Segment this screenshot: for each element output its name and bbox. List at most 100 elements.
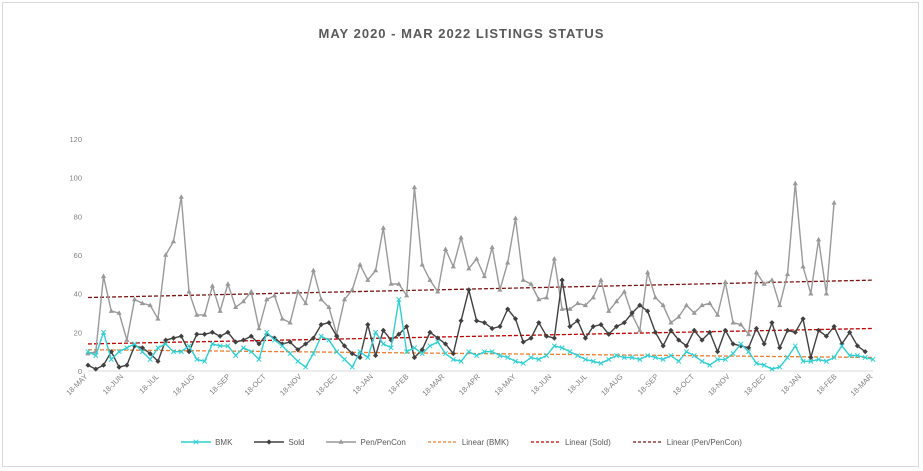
data-point-pen-pencon	[808, 290, 814, 296]
data-point-pen-pencon	[738, 321, 744, 327]
data-point-sold	[357, 354, 363, 361]
data-point-pen-pencon	[598, 277, 604, 282]
data-point-bmk	[139, 349, 145, 355]
data-point-pen-pencon	[582, 302, 589, 308]
series-line-pen-pencon	[87, 182, 835, 355]
x-tick-label: 18-MAY	[492, 372, 517, 397]
legend-label: Linear (BMK)	[461, 437, 509, 447]
data-point-sold	[792, 329, 798, 335]
data-point-pen-pencon	[621, 288, 627, 294]
legend-label: Pen/PenCon	[360, 437, 406, 447]
data-point-sold	[310, 335, 316, 341]
data-point-sold	[621, 320, 627, 326]
data-point-pen-pencon	[147, 302, 153, 308]
data-point-bmk	[792, 343, 798, 349]
data-point-sold	[528, 335, 534, 341]
legend-item: Pen/PenCon	[326, 437, 406, 447]
x-tick-label: 18-OCT	[671, 372, 697, 398]
data-point-sold	[178, 333, 184, 339]
data-point-bmk	[93, 352, 99, 359]
data-point-bmk	[303, 364, 309, 370]
data-point-bmk	[396, 296, 402, 303]
data-point-bmk	[326, 337, 332, 343]
legend-label: Linear (Sold)	[564, 437, 611, 447]
trendline-linear-pen-pencon	[87, 279, 874, 299]
x-tick-label: 18-AUG	[599, 372, 625, 398]
data-point-bmk	[831, 354, 837, 361]
data-point-bmk	[668, 352, 674, 359]
data-point-bmk	[847, 352, 853, 359]
x-tick-label: 18-JUL	[565, 372, 588, 395]
data-point-pen-pencon	[512, 215, 519, 221]
data-point-bmk	[559, 345, 565, 351]
data-point-sold	[318, 322, 324, 328]
data-point-sold	[746, 345, 752, 351]
data-point-bmk	[676, 358, 682, 364]
data-point-sold	[279, 341, 285, 347]
data-point-sold	[186, 349, 192, 355]
x-tick-label: 18-JUN	[529, 372, 553, 396]
data-point-sold	[132, 343, 138, 349]
data-point-sold	[738, 343, 744, 349]
data-point-bmk	[761, 362, 767, 368]
data-point-bmk	[124, 345, 130, 351]
data-point-sold	[341, 343, 348, 349]
data-point-bmk	[178, 349, 184, 355]
data-point-sold	[815, 327, 822, 333]
data-point-sold	[334, 333, 340, 339]
data-point-sold	[683, 343, 690, 349]
data-point-bmk	[442, 351, 449, 357]
data-point-sold	[419, 347, 425, 353]
data-point-pen-pencon	[668, 319, 674, 325]
data-point-pen-pencon	[450, 263, 456, 269]
data-point-sold	[645, 308, 651, 314]
legend-swatch	[632, 441, 663, 443]
data-point-pen-pencon	[458, 234, 464, 240]
data-point-sold	[233, 339, 239, 345]
y-tick-label: 60	[74, 251, 82, 260]
data-point-bmk	[116, 349, 122, 355]
legend-swatch	[254, 439, 285, 445]
data-point-sold	[435, 335, 441, 341]
data-point-pen-pencon	[613, 298, 620, 304]
trendline-linear-sold	[87, 327, 874, 345]
data-point-sold	[349, 351, 355, 357]
data-point-sold	[287, 339, 293, 345]
data-point-sold	[155, 358, 161, 364]
data-point-pen-pencon	[497, 287, 503, 292]
data-point-bmk	[163, 341, 169, 347]
data-point-bmk	[862, 354, 868, 361]
x-tick-label: 18-FEB	[814, 372, 838, 396]
data-point-sold	[404, 323, 410, 330]
data-point-bmk	[155, 345, 161, 351]
x-tick-label: 18-AUG	[171, 372, 197, 398]
data-point-bmk	[660, 356, 666, 362]
data-point-sold	[769, 320, 775, 326]
data-point-bmk	[287, 351, 293, 357]
data-point-pen-pencon	[660, 302, 666, 308]
data-point-sold	[481, 320, 487, 326]
x-tick-label: 18-NOV	[278, 372, 304, 398]
data-point-bmk	[100, 329, 107, 335]
data-point-pen-pencon	[132, 296, 138, 302]
data-point-pen-pencon	[769, 277, 775, 282]
data-point-sold	[652, 329, 658, 335]
data-point-bmk	[271, 337, 278, 343]
data-point-sold	[217, 333, 223, 339]
data-point-bmk	[567, 349, 573, 355]
data-point-bmk	[870, 356, 876, 362]
data-point-bmk	[629, 354, 635, 361]
x-tick-label: 18-DEC	[742, 372, 768, 398]
data-point-pen-pencon	[777, 302, 783, 308]
y-tick-label: 80	[74, 212, 82, 221]
data-point-pen-pencon	[217, 308, 223, 313]
data-point-sold	[396, 331, 402, 337]
data-point-bmk	[769, 366, 775, 372]
data-point-sold	[100, 362, 107, 368]
data-point-bmk	[256, 356, 262, 362]
data-point-bmk	[202, 358, 208, 364]
data-point-sold	[831, 323, 837, 330]
data-point-pen-pencon	[303, 300, 309, 306]
data-point-pen-pencon	[248, 288, 254, 294]
